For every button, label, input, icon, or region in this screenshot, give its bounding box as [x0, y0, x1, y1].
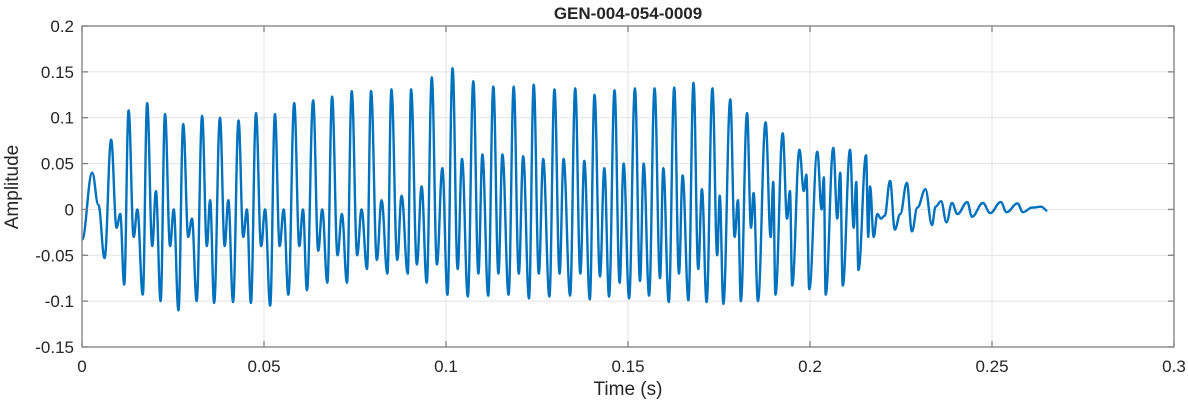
x-tick-label: 0.2	[798, 357, 822, 376]
chart-title: GEN-004-054-0009	[554, 4, 702, 23]
y-tick-label: 0.15	[41, 63, 74, 82]
x-tick-labels: 0 0.05 0.1 0.15 0.2 0.25 0.3	[77, 357, 1186, 376]
y-tick-label: -0.15	[35, 338, 74, 357]
x-tick-label: 0.3	[1162, 357, 1186, 376]
waveform-line	[80, 66, 1048, 312]
y-tick-label: 0.1	[50, 109, 74, 128]
y-tick-label: -0.05	[35, 246, 74, 265]
x-tick-label: 0.05	[247, 357, 280, 376]
y-tick-label: 0.2	[50, 17, 74, 36]
x-tick-label: 0.25	[975, 357, 1008, 376]
y-axis-label: Amplitude	[2, 145, 23, 230]
x-tick-label: 0	[77, 357, 86, 376]
ticks	[81, 25, 1175, 348]
y-tick-label: 0.05	[41, 155, 74, 174]
x-axis-label: Time (s)	[594, 379, 663, 400]
y-tick-label: -0.1	[45, 292, 74, 311]
x-tick-label: 0.15	[611, 357, 644, 376]
x-tick-label: 0.1	[434, 357, 458, 376]
y-tick-labels: -0.15 -0.1 -0.05 0 0.05 0.1 0.15 0.2	[35, 17, 74, 357]
y-tick-label: 0	[65, 200, 74, 219]
series-group	[80, 66, 1048, 312]
